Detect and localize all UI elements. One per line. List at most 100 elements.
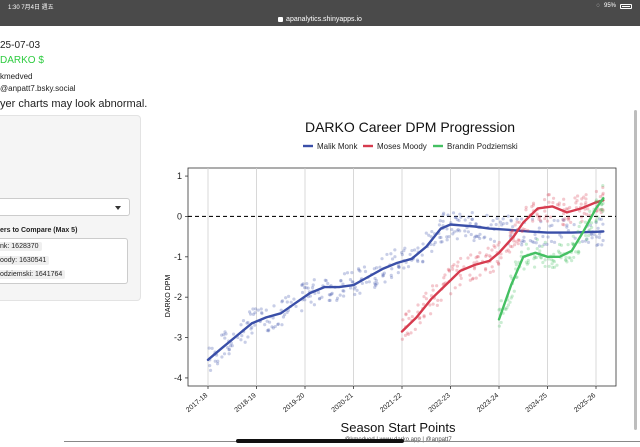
data-point xyxy=(496,243,500,247)
data-point xyxy=(500,223,504,227)
data-point xyxy=(435,284,439,288)
data-point xyxy=(404,312,408,316)
data-point xyxy=(372,267,376,271)
data-point xyxy=(250,325,254,329)
data-point xyxy=(350,280,354,284)
data-point xyxy=(538,215,542,219)
update-date: 25-07-03 xyxy=(0,40,41,51)
data-point xyxy=(517,220,521,224)
data-point xyxy=(562,202,566,207)
data-point xyxy=(475,260,479,264)
player-chip[interactable]: oody: 1630541 xyxy=(0,256,50,265)
data-point xyxy=(552,259,557,264)
data-point xyxy=(422,315,426,319)
data-point xyxy=(265,328,269,333)
player-multiselect[interactable]: nk: 1628370 oody: 1630541 odziemski: 164… xyxy=(0,238,128,284)
data-point xyxy=(272,304,276,308)
metric-select[interactable] xyxy=(0,198,130,216)
data-point xyxy=(584,197,588,201)
data-point xyxy=(393,248,397,252)
x-tick-label: 2023-24 xyxy=(476,392,500,414)
data-point xyxy=(516,238,521,242)
data-point xyxy=(446,267,450,271)
data-point xyxy=(596,215,600,219)
data-point xyxy=(378,265,382,269)
data-point xyxy=(565,223,569,227)
data-point xyxy=(557,203,561,207)
data-point xyxy=(506,214,510,218)
data-point xyxy=(524,205,528,209)
data-point xyxy=(552,240,557,244)
data-point xyxy=(456,260,460,264)
data-point xyxy=(564,258,568,262)
data-point xyxy=(345,271,350,275)
data-point xyxy=(559,235,564,239)
data-point xyxy=(304,286,308,290)
data-point xyxy=(562,223,566,227)
data-point xyxy=(300,283,304,287)
data-point xyxy=(557,242,562,247)
data-point xyxy=(224,332,228,336)
data-point xyxy=(488,237,493,241)
data-point xyxy=(601,185,605,190)
data-point xyxy=(439,298,443,302)
data-point xyxy=(524,208,528,212)
data-point xyxy=(594,220,598,224)
data-point xyxy=(389,252,393,256)
trend-line xyxy=(400,199,605,333)
data-point xyxy=(383,280,387,284)
data-point xyxy=(459,276,463,280)
data-point xyxy=(576,229,580,233)
data-point xyxy=(311,283,315,287)
data-point xyxy=(403,333,408,337)
chart-svg: DARKO Career DPM Progression Malik Monk M… xyxy=(165,119,617,443)
data-point xyxy=(584,201,588,205)
data-point xyxy=(213,359,217,363)
data-point xyxy=(215,362,220,366)
author-handle[interactable]: @anpatt7.bsky.social xyxy=(0,84,76,93)
home-indicator[interactable] xyxy=(236,439,404,443)
page-scrollbar[interactable] xyxy=(634,110,637,430)
data-point xyxy=(230,344,234,348)
data-point xyxy=(276,322,281,326)
data-point xyxy=(531,219,535,223)
data-point xyxy=(382,271,386,275)
player-chip[interactable]: nk: 1628370 xyxy=(0,242,42,251)
data-point xyxy=(284,296,288,300)
data-point xyxy=(495,216,499,221)
data-point xyxy=(528,238,532,243)
data-point xyxy=(504,307,508,311)
data-point xyxy=(416,246,420,250)
data-point xyxy=(565,260,569,264)
darko-link[interactable]: DARKO $ xyxy=(0,55,44,66)
status-time: 1:30 7月4日 週五 xyxy=(8,4,54,11)
data-point xyxy=(563,258,568,262)
status-bar: 1:30 7月4日 週五 ◌ 95% xyxy=(0,0,640,12)
data-point xyxy=(594,189,599,194)
player-chip[interactable]: odziemski: 1641764 xyxy=(0,270,66,279)
data-point xyxy=(341,289,345,293)
data-point xyxy=(531,201,536,205)
data-point xyxy=(598,194,603,199)
data-point xyxy=(514,240,518,244)
data-point xyxy=(549,215,553,219)
series-moses-moody xyxy=(400,185,605,341)
data-point xyxy=(437,223,442,227)
data-point xyxy=(594,218,598,222)
data-point xyxy=(574,250,578,254)
data-point xyxy=(327,298,331,303)
series-brandin-podziemski xyxy=(497,184,605,328)
data-point xyxy=(566,207,570,211)
url-bar[interactable]: apanalytics.shinyapps.io xyxy=(0,12,640,26)
data-point xyxy=(472,238,476,243)
data-point xyxy=(385,252,389,257)
data-point xyxy=(551,201,555,205)
data-point xyxy=(356,267,361,271)
data-point xyxy=(469,253,473,257)
data-point xyxy=(520,243,524,247)
data-point xyxy=(470,277,475,281)
data-point xyxy=(246,335,250,339)
data-point xyxy=(487,254,491,258)
data-point xyxy=(445,238,449,242)
data-point xyxy=(439,240,443,244)
